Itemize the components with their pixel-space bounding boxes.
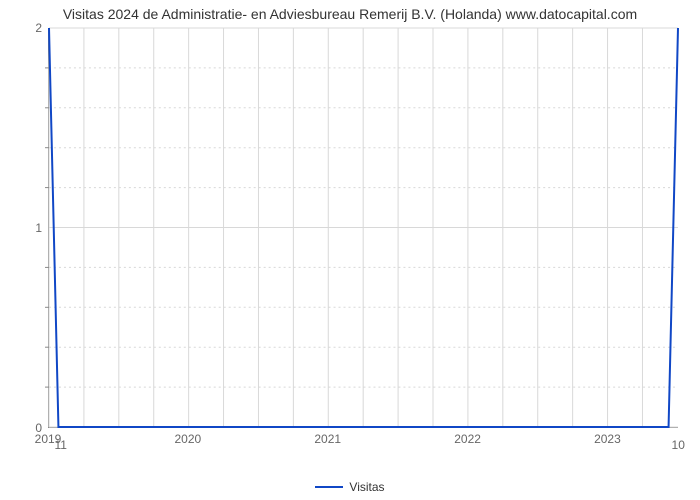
legend-label: Visitas xyxy=(349,480,384,494)
chart-title: Visitas 2024 de Administratie- en Advies… xyxy=(0,6,700,22)
x-tick-label: 2020 xyxy=(175,432,202,446)
x-tick-label: 2022 xyxy=(454,432,481,446)
chart-container: Visitas 2024 de Administratie- en Advies… xyxy=(0,0,700,500)
y-tick-label: 2 xyxy=(35,21,42,35)
plot-area: 1110 xyxy=(48,28,678,428)
legend: Visitas xyxy=(0,475,700,494)
y-tick-label: 1 xyxy=(35,221,42,235)
data-line xyxy=(49,28,678,427)
x-tick-label: 2021 xyxy=(314,432,341,446)
point-annotation: 10 xyxy=(672,438,685,452)
legend-swatch xyxy=(315,486,343,488)
x-tick-label: 2023 xyxy=(594,432,621,446)
legend-item-visitas: Visitas xyxy=(315,480,384,494)
point-annotation: 11 xyxy=(54,438,66,452)
